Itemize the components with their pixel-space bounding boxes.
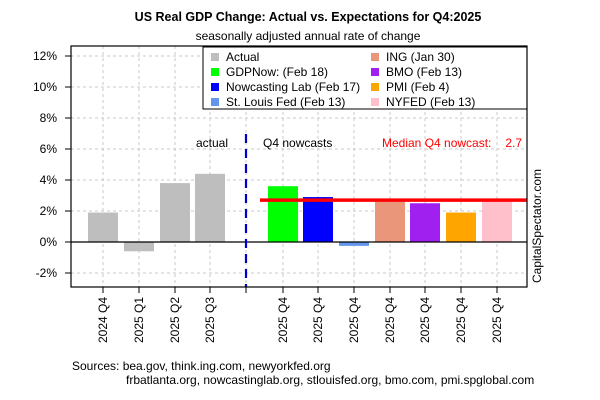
legend-swatch xyxy=(211,53,219,61)
bar xyxy=(410,203,440,242)
bar xyxy=(482,201,512,242)
annotation-q4-nowcasts: Q4 nowcasts xyxy=(263,136,332,150)
legend-swatch xyxy=(211,98,219,106)
x-tick-label: 2025 Q4 xyxy=(490,297,504,343)
bar xyxy=(303,197,333,242)
y-tick-label: 10% xyxy=(33,80,57,94)
legend-label: Nowcasting Lab (Feb 17) xyxy=(226,80,360,94)
bar xyxy=(375,201,405,242)
legend-label: St. Louis Fed (Feb 13) xyxy=(226,95,345,109)
annotation-median-label: Median Q4 nowcast: xyxy=(382,136,491,150)
legend-swatch xyxy=(211,83,219,91)
y-tick-label: 8% xyxy=(40,111,58,125)
sources-line-2: frbatlanta.org, nowcastinglab.org, stlou… xyxy=(126,373,534,387)
bar xyxy=(446,212,476,242)
legend-label: ING (Jan 30) xyxy=(386,50,455,64)
x-tick-label: 2025 Q4 xyxy=(347,297,361,343)
legend-label: BMO (Feb 13) xyxy=(386,65,462,79)
sources-line-1: Sources: bea.gov, think.ing.com, newyork… xyxy=(72,359,331,373)
plot-border xyxy=(70,45,528,288)
legend-swatch xyxy=(371,83,379,91)
chart-title: US Real GDP Change: Actual vs. Expectati… xyxy=(135,10,482,24)
x-tick-label: 2025 Q4 xyxy=(454,297,468,343)
bar xyxy=(268,186,298,242)
bar xyxy=(88,212,118,242)
x-tick-label: 2025 Q1 xyxy=(132,297,146,343)
y-tick-label: 12% xyxy=(33,49,57,63)
x-tick-label: 2025 Q3 xyxy=(203,297,217,343)
bar xyxy=(339,242,369,246)
bar xyxy=(160,183,190,242)
annotation-median-value: 2.7 xyxy=(505,136,522,150)
x-tick-label: 2024 Q4 xyxy=(96,297,110,343)
x-tick-label: 2025 Q4 xyxy=(418,297,432,343)
legend-label: GDPNow: (Feb 18) xyxy=(226,65,328,79)
legend-label: Actual xyxy=(226,50,259,64)
bar xyxy=(124,242,154,252)
x-tick-label: 2025 Q4 xyxy=(276,297,290,343)
x-tick-label: 2025 Q2 xyxy=(168,297,182,343)
legend-box xyxy=(202,46,528,110)
legend-swatch xyxy=(211,68,219,76)
annotation-actual: actual xyxy=(196,136,228,150)
chart-subtitle: seasonally adjusted annual rate of chang… xyxy=(196,29,421,43)
y-tick-label: 2% xyxy=(40,204,58,218)
bar xyxy=(195,173,225,242)
x-tick-label: 2025 Q4 xyxy=(311,297,325,343)
legend-label: NYFED (Feb 13) xyxy=(386,95,475,109)
bars xyxy=(88,173,512,252)
y-tick-label: 4% xyxy=(40,173,58,187)
legend-label: PMI (Feb 4) xyxy=(386,80,449,94)
watermark: CapitalSpectator.com xyxy=(530,169,544,283)
y-tick-label: 0% xyxy=(40,235,58,249)
y-tick-label: 6% xyxy=(40,142,58,156)
y-axis: -2% 0% 2% 4% 6% 8% 10% 12% xyxy=(33,49,71,280)
legend-swatch xyxy=(371,98,379,106)
y-tick-label: -2% xyxy=(36,266,58,280)
x-tick-label: 2025 Q4 xyxy=(383,297,397,343)
x-axis: 2024 Q4 2025 Q1 2025 Q2 2025 Q3 2025 Q4 2025 … xyxy=(96,287,504,343)
legend-swatch xyxy=(371,68,379,76)
legend-swatch xyxy=(371,53,379,61)
